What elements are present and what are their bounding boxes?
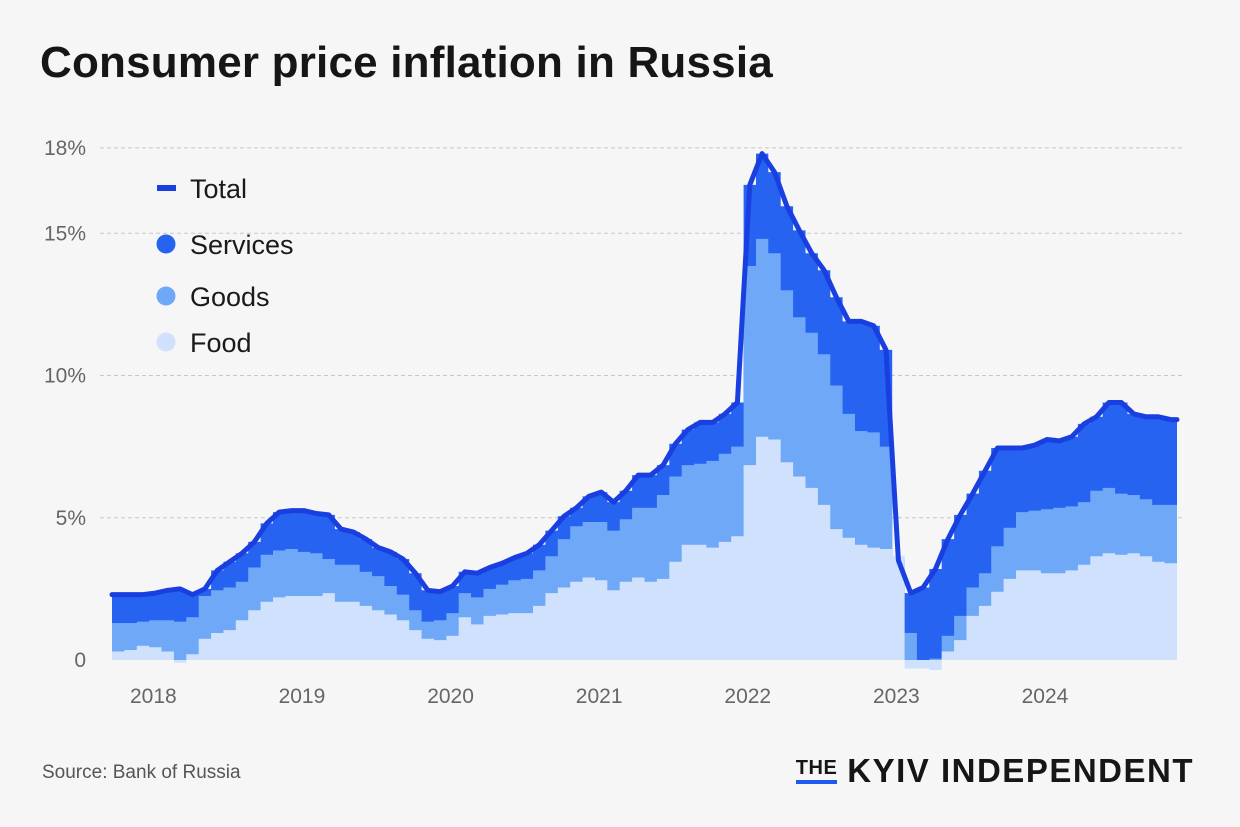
area-series [112, 153, 1177, 670]
brand-logo: THE KYIV INDEPENDENT [795, 752, 1194, 790]
legend-label-food: Food [190, 328, 252, 358]
y-tick-label: 5% [56, 507, 86, 530]
y-tick-label: 18% [44, 137, 86, 160]
legend-label-total: Total [190, 174, 247, 204]
brand-the: THE [795, 758, 838, 784]
source-note: Source: Bank of Russia [42, 762, 241, 783]
legend-marker-food [156, 332, 176, 352]
brand-name: KYIV INDEPENDENT [847, 752, 1194, 789]
legend: Total Services Goods Food [156, 174, 294, 358]
legend-label-services: Services [190, 230, 294, 260]
x-tick-label: 2024 [1022, 685, 1069, 708]
chart-title: Consumer price inflation in Russia [40, 38, 773, 87]
legend-marker-services [156, 234, 176, 254]
food-area [112, 436, 1177, 670]
x-tick-label: 2020 [427, 685, 474, 708]
x-tick-label: 2023 [873, 685, 920, 708]
legend-marker-goods [156, 286, 176, 306]
x-axis-ticks: 2018 2019 2020 2021 2022 2023 2024 [130, 685, 1069, 708]
y-axis-ticks: 0 5% 10% 15% 18% [44, 137, 86, 672]
y-tick-label: 15% [44, 222, 86, 245]
legend-marker-total [157, 185, 176, 191]
y-tick-label: 10% [44, 365, 86, 388]
y-tick-label: 0 [74, 649, 86, 672]
x-tick-label: 2021 [576, 685, 623, 708]
x-tick-label: 2018 [130, 685, 177, 708]
total-line [109, 151, 1180, 598]
legend-label-goods: Goods [190, 282, 270, 312]
x-tick-label: 2019 [279, 685, 326, 708]
total-line-series [109, 151, 1180, 598]
x-tick-label: 2022 [724, 685, 771, 708]
